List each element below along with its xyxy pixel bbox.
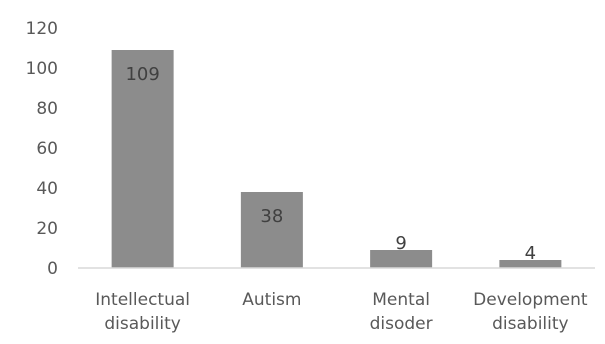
x-tick-label-line: Intellectual (95, 290, 190, 310)
bar (370, 250, 433, 268)
y-tick-label: 120 (26, 19, 58, 39)
x-tick-label-line: Development (473, 290, 588, 310)
x-tick-label-line: Mental (372, 290, 430, 310)
bars-group (111, 50, 562, 268)
x-tick-label-line: disability (104, 314, 180, 334)
x-tick-label: Development disability (473, 290, 588, 334)
data-label: 38 (260, 206, 283, 227)
y-tick-label: 0 (47, 259, 58, 279)
x-tick-label: Autism (242, 290, 301, 310)
data-label: 4 (525, 243, 536, 264)
y-tick-label: 40 (36, 179, 58, 199)
x-tick-label-line: disoder (370, 314, 433, 334)
data-label: 9 (395, 233, 406, 254)
x-axis: Intellectual disability Autism Mental disode… (95, 290, 588, 334)
bar (240, 192, 303, 268)
data-label: 109 (125, 64, 159, 85)
x-tick-label: Intellectual disability (95, 290, 190, 334)
y-tick-label: 60 (36, 139, 58, 159)
x-tick-label: Mental disoder (370, 290, 433, 334)
x-tick-label-line: Autism (242, 290, 301, 310)
x-tick-label-line: disability (492, 314, 568, 334)
y-axis: 0 20 40 60 80 100 120 (26, 19, 58, 279)
y-tick-label: 20 (36, 219, 58, 239)
bar (111, 50, 174, 268)
y-tick-label: 80 (36, 99, 58, 119)
data-labels-group: 109 38 9 4 (125, 64, 536, 264)
y-tick-label: 100 (26, 59, 58, 79)
bar (499, 260, 562, 268)
